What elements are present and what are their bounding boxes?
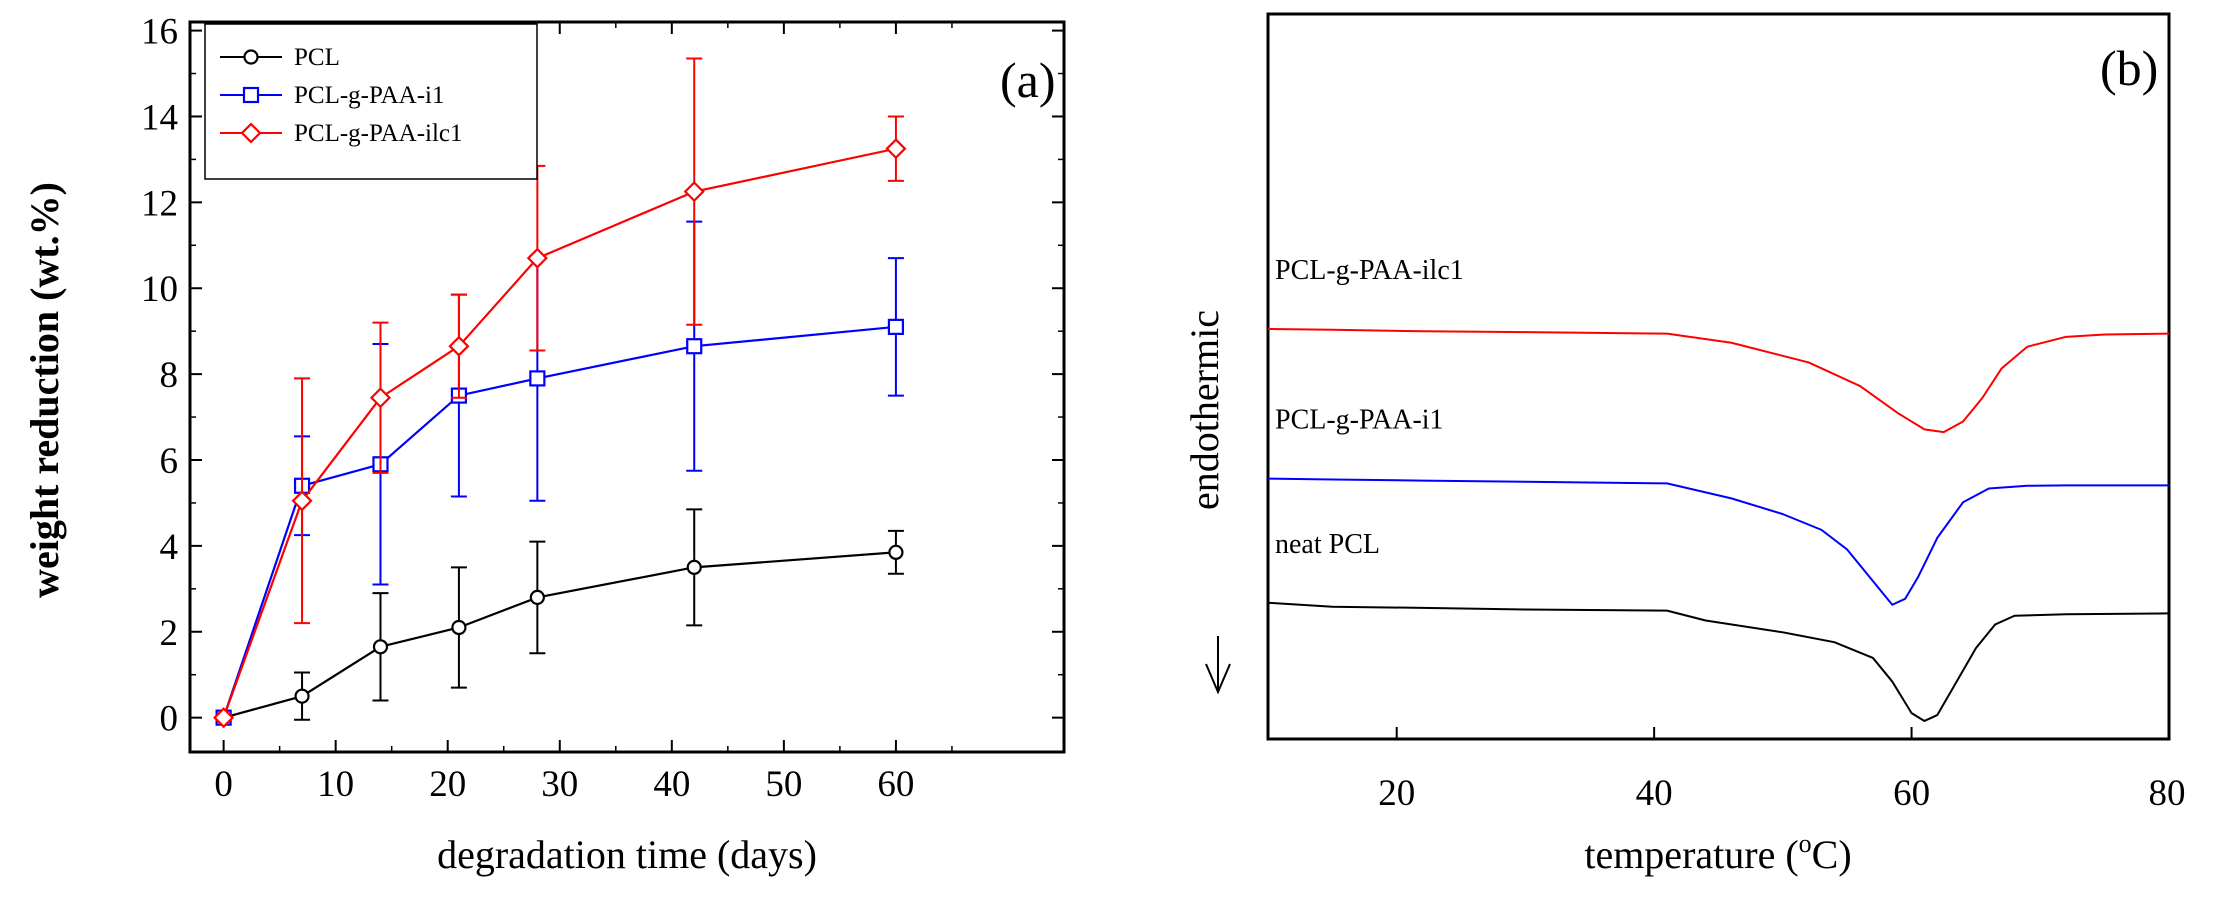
- data-point: [448, 335, 470, 357]
- series-pcl-g-paa-i1: [215, 220, 905, 726]
- panel-b-y-axis-title: endothermic: [1182, 310, 1227, 510]
- panel-a-y-tick-label: 8: [160, 355, 179, 396]
- panel-a-y-tick-label: 16: [141, 12, 178, 53]
- panel-a-label: (a): [1000, 52, 1056, 108]
- series-pcl-g-paa-ilc1: [213, 57, 907, 729]
- panel-b-endothermic-arrow-icon: [1205, 636, 1231, 695]
- legend-label: PCL-g-PAA-ilc1: [294, 120, 463, 147]
- data-point: [683, 181, 705, 203]
- panel-b-label: (b): [2100, 40, 2158, 96]
- panel-a-legend: PCL PCL-g-PAA-i1 PCL-g-PAA-ilc1: [204, 23, 538, 180]
- panel-a-x-tick-label: 0: [214, 764, 233, 805]
- panel-a-x-tick-label: 10: [317, 764, 354, 805]
- legend-item-pcl: PCL: [220, 44, 340, 71]
- legend-swatch-marker: [243, 49, 259, 65]
- data-point: [294, 688, 310, 704]
- panel-b-x-tick-label: 40: [1636, 773, 1673, 814]
- panel-b-x-axis-title: temperature (oC): [1584, 829, 1851, 877]
- panel-a-y-tick-label: 10: [141, 269, 178, 310]
- panel-a-y-tick-label: 4: [160, 527, 179, 568]
- panel-a-y-tick-label: 2: [160, 613, 179, 654]
- panel-a-x-axis-title: degradation time (days): [437, 832, 817, 877]
- panel-b-dsc-chart: 20 40 60 80 PCL-g-PAA-ilc1 PCL-g-PAA-i1 neat …: [1182, 12, 2186, 877]
- panel-a-series: [213, 57, 907, 729]
- panel-a-x-tick-label: 40: [653, 764, 690, 805]
- panel-b-x-tick-label: 80: [2149, 773, 2186, 814]
- panel-a-legend-box: [204, 23, 538, 180]
- panel-a-x-tick-label: 50: [765, 764, 802, 805]
- data-point: [686, 338, 703, 355]
- panel-a-y-ticks: 0 2 4 6 8 10 12 14 16: [141, 12, 1064, 740]
- data-point: [686, 559, 702, 575]
- legend-swatch-marker: [240, 122, 262, 144]
- panel-a-x-tick-label: 60: [877, 764, 914, 805]
- panel-a-degradation-chart: 0 10 20 30 40 50 60 0 2 4 6 8 10 12 14 16 (a) degradat…: [22, 12, 1066, 877]
- panel-a-y-tick-label: 14: [141, 97, 178, 138]
- series-line: [223, 551, 897, 719]
- data-point: [213, 707, 235, 729]
- series-pcl-g-paa-i1: PCL-g-PAA-i1: [1267, 405, 2169, 606]
- curve-label: PCL-g-PAA-i1: [1275, 405, 1444, 436]
- series-line: [222, 325, 897, 718]
- data-point: [887, 318, 905, 335]
- data-point: [888, 544, 904, 560]
- dsc-curve: [1267, 477, 2169, 606]
- data-point: [451, 619, 467, 636]
- data-point: [372, 639, 389, 655]
- legend-label: PCL-g-PAA-i1: [294, 82, 445, 109]
- panel-b-x-tick-label: 60: [1893, 773, 1930, 814]
- panel-b-x-axis-title-main: temperature (: [1584, 832, 1798, 877]
- data-point: [291, 490, 313, 512]
- panel-b-x-axis-title-unit: C): [1812, 832, 1852, 877]
- curve-label: PCL-g-PAA-ilc1: [1275, 255, 1464, 286]
- panel-b-x-axis-title-degree: o: [1799, 829, 1812, 858]
- panel-a-x-tick-label: 20: [429, 764, 466, 805]
- data-point: [526, 247, 548, 269]
- panel-b-series: PCL-g-PAA-ilc1 PCL-g-PAA-i1 neat PCL: [1267, 255, 2170, 722]
- panel-a-x-ticks: 0 10 20 30 40 50 60: [214, 22, 953, 805]
- panel-b-x-ticks: 20 40 60 80: [1378, 727, 2186, 814]
- series-line: [222, 147, 897, 719]
- legend-item-pcl-g-paa-ilc1: PCL-g-PAA-ilc1: [220, 120, 463, 147]
- curve-label: neat PCL: [1275, 529, 1380, 560]
- panel-a-y-tick-label: 6: [160, 441, 179, 482]
- panel-b-plot-frame: [1266, 12, 2171, 741]
- panel-a-y-tick-label: 12: [141, 183, 178, 224]
- data-point: [529, 589, 545, 606]
- data-point: [529, 370, 546, 387]
- panel-a-plot-frame: [188, 20, 1066, 754]
- legend-swatch-marker: [242, 86, 260, 104]
- data-point: [369, 387, 392, 409]
- data-point: [885, 138, 907, 160]
- series-pcl-g-paa-ilc1: PCL-g-PAA-ilc1: [1267, 255, 2170, 434]
- panel-b-x-tick-label: 20: [1378, 773, 1415, 814]
- dsc-curve: [1267, 327, 2170, 434]
- dsc-curve: [1267, 601, 2170, 722]
- series-pcl: [216, 508, 904, 726]
- series-neat-pcl: neat PCL: [1267, 529, 2170, 722]
- panel-a-y-axis-title: weight reduction (wt.%): [22, 182, 67, 598]
- panel-a-x-tick-label: 30: [541, 764, 578, 805]
- legend-label: PCL: [294, 44, 340, 71]
- panel-a-y-tick-label: 0: [160, 699, 179, 740]
- legend-item-pcl-g-paa-i1: PCL-g-PAA-i1: [220, 82, 445, 109]
